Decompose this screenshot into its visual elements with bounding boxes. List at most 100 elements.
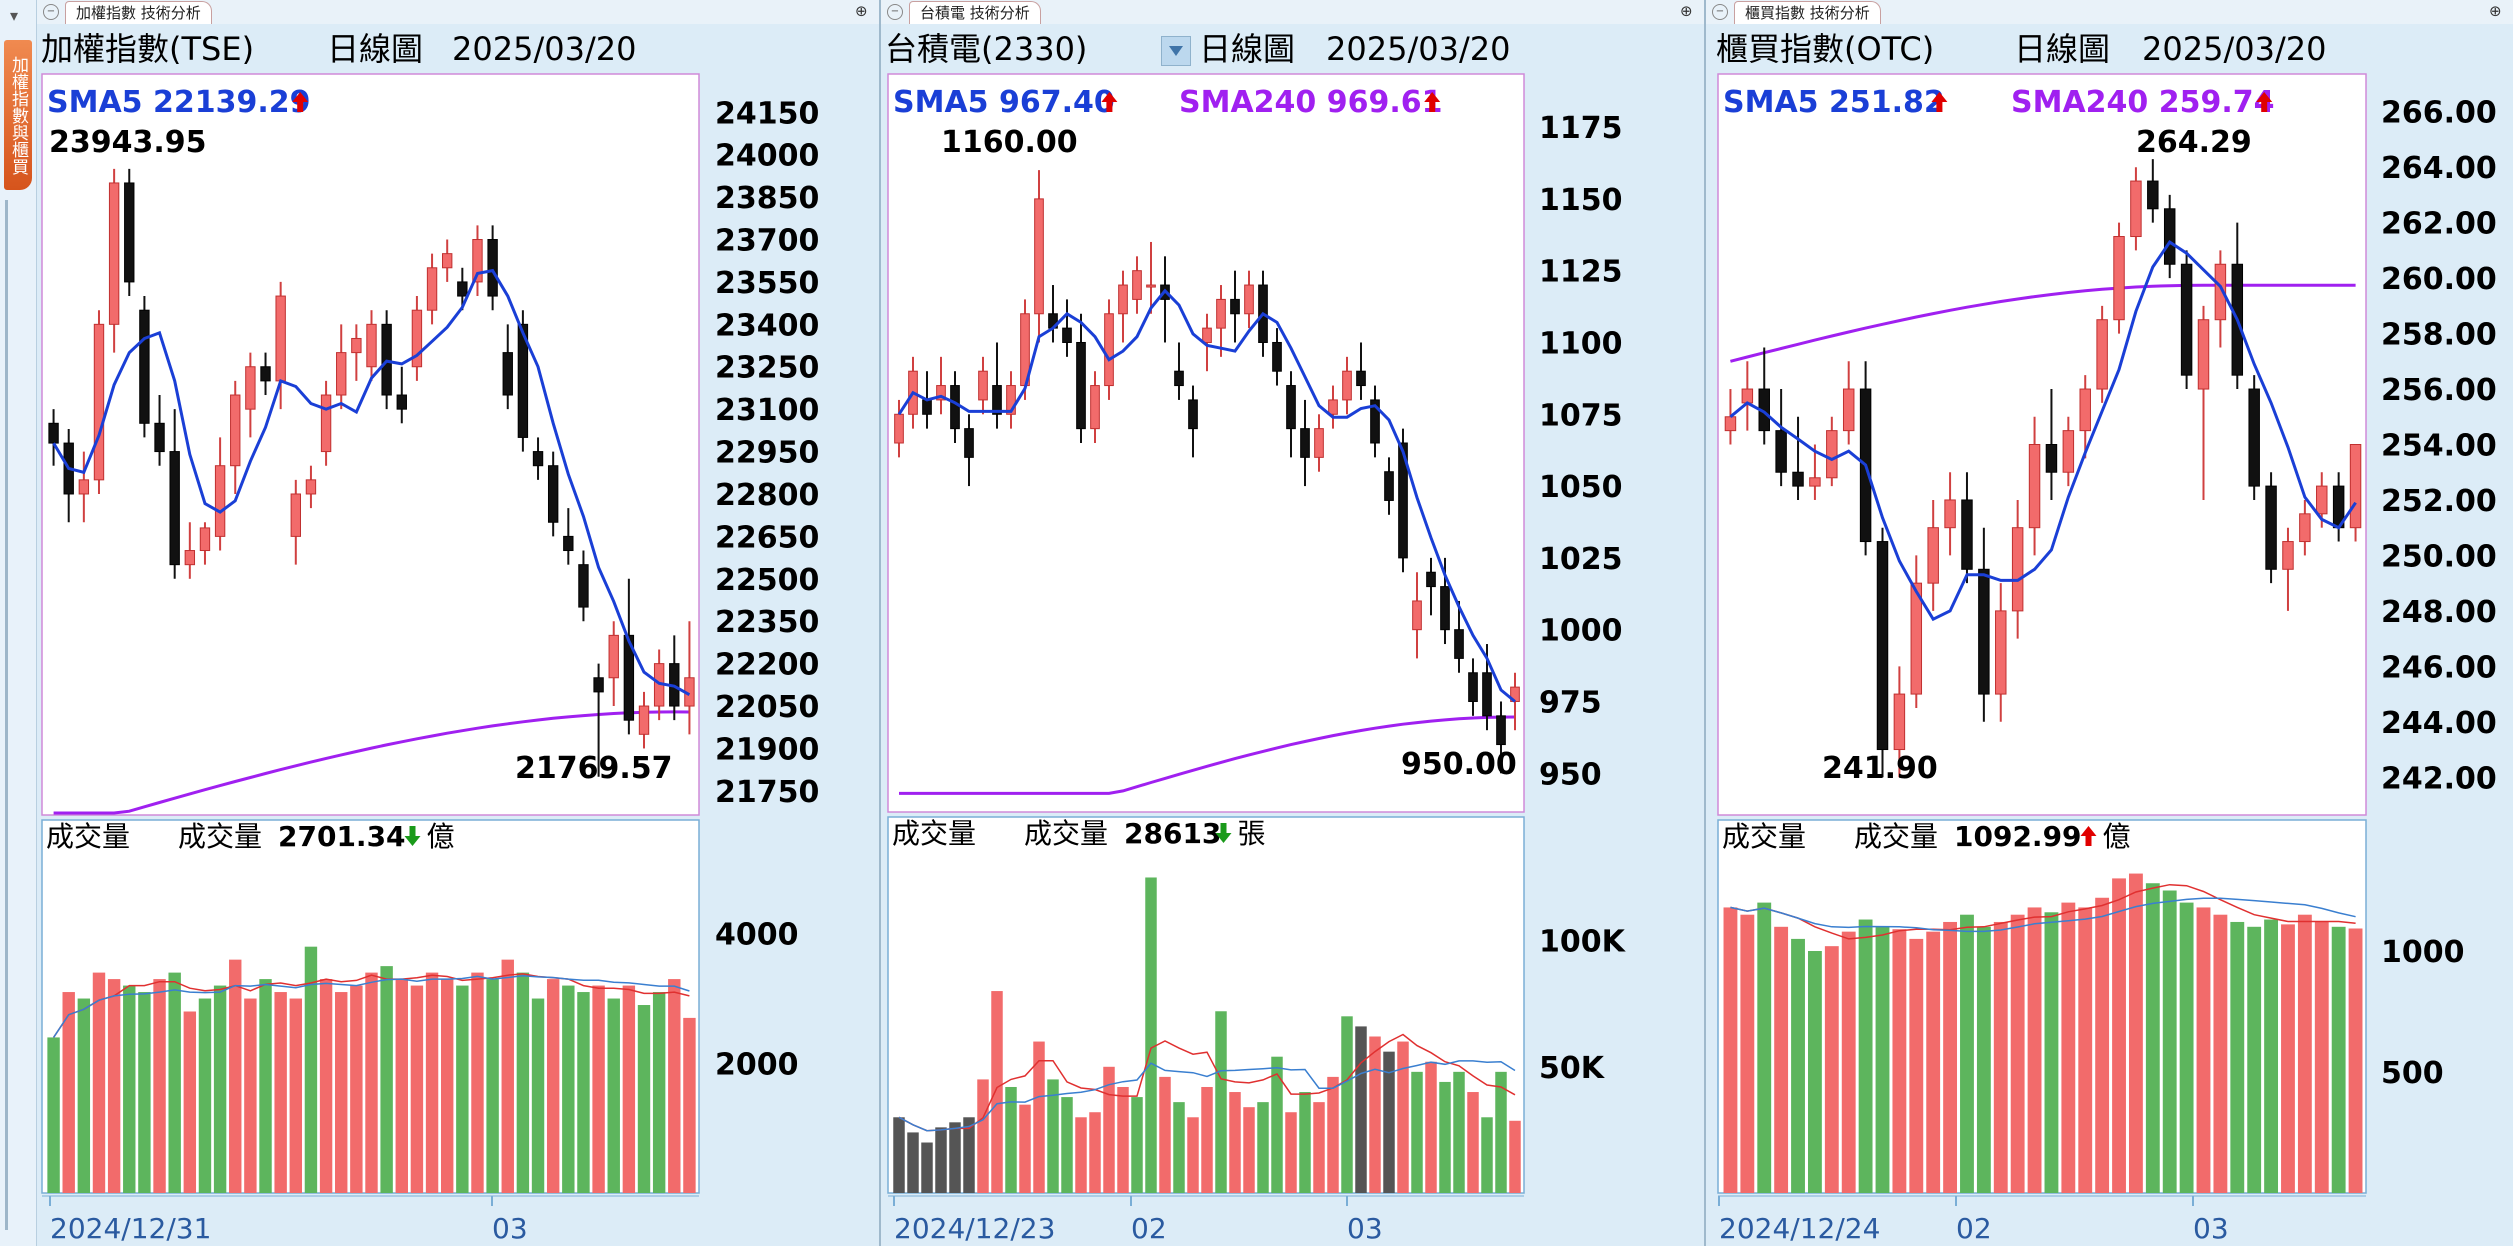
candle — [1328, 385, 1338, 429]
triangle-down-icon[interactable]: ▾ — [10, 6, 19, 25]
volume-bar — [577, 992, 590, 1193]
candle — [1468, 658, 1478, 716]
zoom-icon[interactable]: ⊕ — [1680, 2, 1693, 20]
candle-body — [1230, 298, 1240, 315]
candle-body — [2349, 444, 2362, 529]
volume-bar — [1858, 919, 1873, 1193]
price-tick-label: 23250 — [715, 351, 819, 386]
candle-body — [1910, 582, 1923, 695]
volume-bar — [921, 1142, 933, 1193]
volume-bar — [2264, 919, 2279, 1193]
candle — [78, 451, 90, 523]
volume-bar — [319, 979, 333, 1193]
sma240-line — [53, 710, 690, 815]
candle — [1978, 527, 1990, 722]
candle-body — [230, 394, 241, 467]
candle-body — [608, 634, 619, 679]
volume-tick-label: 100K — [1539, 925, 1627, 960]
price-tick-label: 242.00 — [2381, 761, 2497, 796]
candle-body — [1202, 327, 1212, 343]
zoom-icon[interactable]: ⊕ — [2489, 2, 2502, 20]
price-chart-area[interactable] — [887, 73, 1525, 813]
price-tick-label: 266.00 — [2381, 96, 2497, 131]
volume-bar — [425, 972, 439, 1193]
period-dropdown-icon[interactable] — [1161, 36, 1191, 66]
volume-unit: 張 — [1238, 817, 1266, 850]
candle-body — [2299, 513, 2311, 543]
panel-titlebar: − 櫃買指數 技術分析 ⊕ — [1706, 0, 2513, 24]
candle — [2096, 305, 2108, 403]
collapse-icon[interactable]: − — [43, 4, 59, 20]
candle-body — [290, 493, 301, 537]
volume-bar — [1740, 914, 1755, 1193]
volume-arrow — [2080, 826, 2097, 846]
candle-body — [1724, 416, 1737, 432]
price-tick-label: 1125 — [1539, 255, 1623, 290]
volume-bar — [1841, 931, 1856, 1193]
volume-bar — [1791, 938, 1805, 1193]
collapse-icon[interactable]: − — [1712, 4, 1728, 20]
price-tick-label: 22650 — [715, 520, 819, 555]
candle-body — [93, 323, 105, 481]
candle-body — [1090, 385, 1100, 430]
header-date: 2025/03/20 — [2142, 24, 2326, 74]
candle-body — [517, 323, 529, 438]
candle-body — [487, 239, 498, 297]
volume-bar — [1397, 1041, 1409, 1193]
candle — [1132, 256, 1142, 314]
candle — [336, 324, 347, 410]
side-tab-index-otc[interactable]: 加權指數與櫃買 — [4, 40, 32, 190]
candle-body — [964, 428, 974, 458]
candle-body — [638, 705, 650, 735]
volume-bar — [1993, 921, 2008, 1193]
candle-body — [1118, 284, 1128, 315]
candle — [1006, 371, 1016, 429]
volume-tick-label: 50K — [1539, 1051, 1606, 1086]
candle — [1230, 270, 1240, 343]
sma5-arrow — [1101, 92, 1118, 112]
candle-body — [894, 413, 904, 444]
volume-bar — [977, 1079, 989, 1193]
volume-bar — [365, 972, 378, 1193]
chart-svg: 1175 1150 1125 1100 1075 1050 1025 1000 975 950 SM… — [887, 73, 1627, 1245]
candle — [532, 437, 544, 480]
candle — [1826, 416, 1838, 487]
price-tick-label: 264.00 — [2381, 151, 2497, 186]
volume-bar — [1299, 1092, 1311, 1193]
candle — [547, 451, 559, 537]
panel-tab[interactable]: 加權指數 技術分析 — [65, 1, 212, 24]
volume-bar — [1509, 1120, 1521, 1193]
volume-bar — [213, 985, 227, 1193]
volume-bar — [637, 1005, 651, 1193]
price-tick-label: 262.00 — [2381, 207, 2497, 242]
candle — [396, 366, 407, 424]
volume-label: 成交量 — [1024, 817, 1108, 850]
panel-tab[interactable]: 櫃買指數 技術分析 — [1734, 1, 1881, 24]
volume-bar — [2128, 873, 2143, 1193]
volume-title: 成交量 — [46, 820, 130, 853]
collapse-icon[interactable]: − — [887, 4, 903, 20]
date-label: 03 — [2193, 1212, 2229, 1245]
candle — [1910, 555, 1923, 708]
price-chart-area[interactable] — [41, 73, 700, 816]
header-date-text: 2025/03/20 — [452, 30, 637, 68]
volume-bar — [1075, 1117, 1087, 1193]
low-price-label: 21769.57 — [515, 751, 673, 786]
volume-bar — [244, 998, 257, 1193]
candle — [124, 168, 135, 297]
candle-body — [547, 465, 559, 523]
price-tick-label: 23550 — [715, 266, 819, 301]
panel-tab[interactable]: 台積電 技術分析 — [909, 1, 1041, 24]
candle — [578, 550, 589, 622]
arrow-up-icon — [2256, 92, 2273, 112]
panel-titlebar: − 加權指數 技術分析 ⊕ — [37, 0, 879, 24]
volume-bar — [1411, 1071, 1423, 1193]
zoom-icon[interactable]: ⊕ — [855, 2, 868, 20]
volume-bar — [2348, 928, 2363, 1193]
chart-svg: 24150 24000 23850 23700 23550 23400 23250 23100… — [41, 73, 819, 1245]
date-label: 03 — [1347, 1212, 1383, 1245]
candle-body — [426, 267, 438, 311]
volume-bar — [2230, 921, 2245, 1193]
volume-bar — [47, 1037, 60, 1193]
sma5-arrow — [292, 92, 309, 112]
